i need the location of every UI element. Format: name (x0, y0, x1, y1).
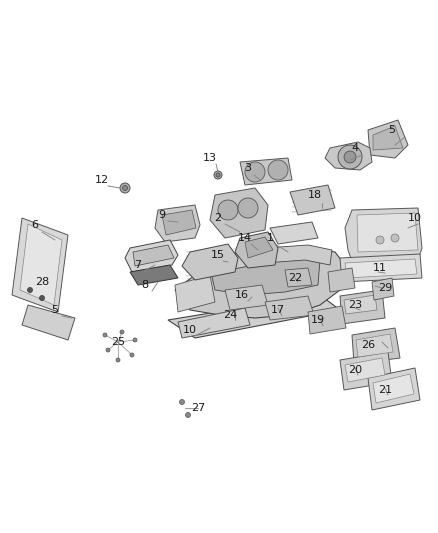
Circle shape (120, 183, 130, 193)
Circle shape (103, 333, 107, 337)
Text: 26: 26 (361, 340, 375, 350)
Circle shape (238, 198, 258, 218)
Polygon shape (340, 254, 422, 282)
Polygon shape (368, 368, 420, 410)
Circle shape (186, 413, 191, 417)
Polygon shape (20, 224, 62, 305)
Text: 6: 6 (32, 220, 39, 230)
Polygon shape (235, 232, 278, 268)
Text: 23: 23 (348, 300, 362, 310)
Circle shape (180, 400, 184, 405)
Polygon shape (168, 295, 340, 338)
Polygon shape (125, 240, 178, 272)
Circle shape (338, 145, 362, 169)
Circle shape (130, 353, 134, 357)
Text: 11: 11 (373, 263, 387, 273)
Text: 14: 14 (238, 233, 252, 243)
Polygon shape (22, 305, 75, 340)
Polygon shape (130, 265, 178, 285)
Polygon shape (325, 142, 372, 170)
Polygon shape (285, 268, 312, 287)
Polygon shape (345, 208, 422, 270)
Polygon shape (345, 259, 417, 278)
Text: 29: 29 (378, 283, 392, 293)
Text: 19: 19 (311, 315, 325, 325)
Text: 24: 24 (223, 310, 237, 320)
Circle shape (39, 295, 45, 301)
Circle shape (218, 200, 238, 220)
Polygon shape (356, 334, 393, 357)
Circle shape (391, 234, 399, 242)
Text: 3: 3 (244, 163, 251, 173)
Polygon shape (178, 308, 250, 338)
Polygon shape (368, 120, 408, 158)
Polygon shape (175, 275, 215, 312)
Text: 15: 15 (211, 250, 225, 260)
Text: 13: 13 (203, 153, 217, 163)
Text: 27: 27 (191, 403, 205, 413)
Polygon shape (155, 205, 200, 242)
Text: 20: 20 (348, 365, 362, 375)
Circle shape (133, 338, 137, 342)
Polygon shape (308, 306, 346, 334)
Polygon shape (340, 290, 385, 324)
Text: 16: 16 (235, 290, 249, 300)
Text: 18: 18 (308, 190, 322, 200)
Text: 7: 7 (134, 260, 141, 270)
Polygon shape (344, 295, 377, 314)
Circle shape (214, 171, 222, 179)
Circle shape (376, 236, 384, 244)
Text: 9: 9 (159, 210, 166, 220)
Polygon shape (133, 245, 174, 266)
Text: 4: 4 (351, 143, 359, 153)
Polygon shape (270, 222, 318, 244)
Polygon shape (240, 158, 292, 185)
Text: 5: 5 (52, 305, 59, 315)
Text: 1: 1 (266, 233, 273, 243)
Polygon shape (175, 248, 345, 318)
Polygon shape (210, 255, 320, 295)
Text: 10: 10 (183, 325, 197, 335)
Text: 28: 28 (35, 277, 49, 287)
Text: 17: 17 (271, 305, 285, 315)
Polygon shape (182, 244, 238, 280)
Polygon shape (225, 285, 268, 310)
Polygon shape (12, 218, 68, 312)
Polygon shape (210, 188, 268, 238)
Polygon shape (372, 278, 394, 300)
Text: 2: 2 (215, 213, 222, 223)
Polygon shape (162, 210, 196, 235)
Text: 10: 10 (408, 213, 422, 223)
Text: 21: 21 (378, 385, 392, 395)
Polygon shape (245, 237, 273, 258)
Text: 8: 8 (141, 280, 148, 290)
Circle shape (344, 151, 356, 163)
Polygon shape (290, 185, 335, 215)
Circle shape (106, 348, 110, 352)
Circle shape (120, 330, 124, 334)
Polygon shape (373, 126, 403, 150)
Circle shape (216, 173, 220, 177)
Polygon shape (345, 358, 385, 382)
Text: 25: 25 (111, 337, 125, 347)
Text: 12: 12 (95, 175, 109, 185)
Circle shape (268, 160, 288, 180)
Polygon shape (373, 374, 414, 403)
Polygon shape (328, 268, 355, 292)
Text: 5: 5 (389, 125, 396, 135)
Text: 22: 22 (288, 273, 302, 283)
Circle shape (123, 185, 127, 190)
Polygon shape (265, 296, 314, 320)
Polygon shape (357, 213, 418, 252)
Polygon shape (340, 352, 392, 390)
Polygon shape (215, 245, 332, 272)
Circle shape (116, 358, 120, 362)
Circle shape (245, 162, 265, 182)
Circle shape (28, 287, 32, 293)
Polygon shape (352, 328, 400, 364)
